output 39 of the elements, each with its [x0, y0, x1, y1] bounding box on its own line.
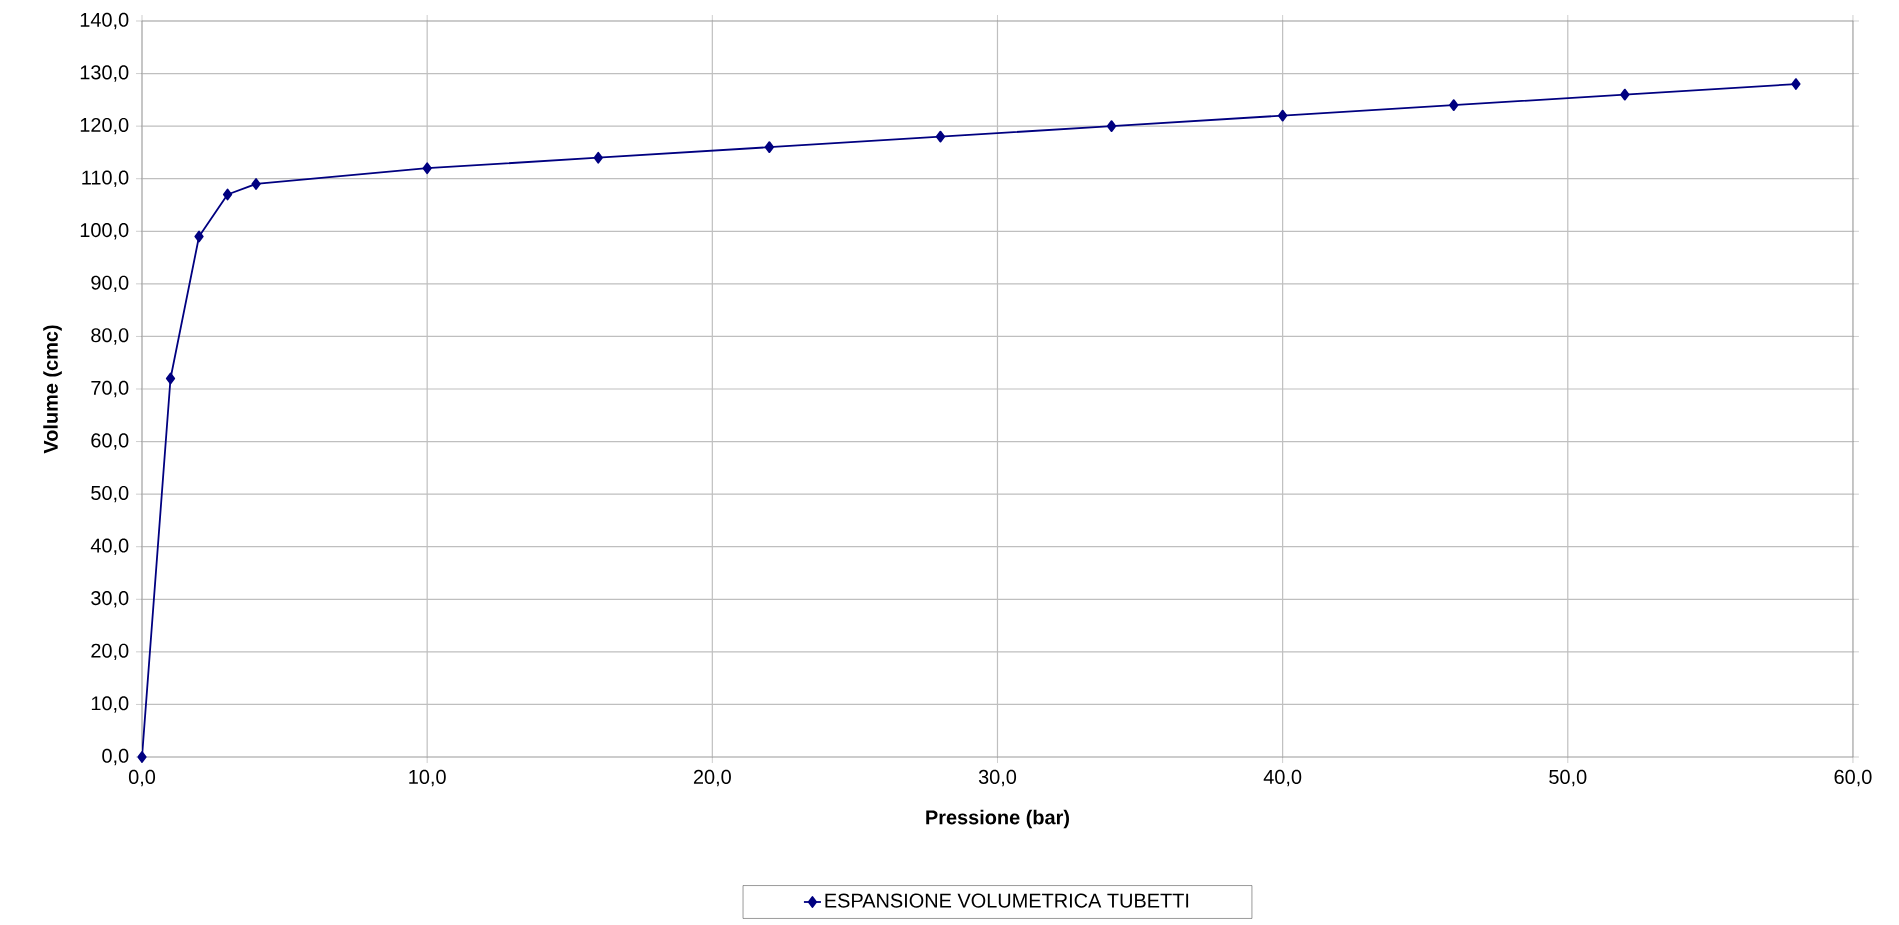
y-tick-label: 50,0 — [91, 485, 129, 503]
x-axis-title: Pressione (bar) — [926, 809, 1069, 829]
point — [422, 162, 432, 175]
point — [1106, 120, 1117, 133]
y-tick-label: 70,0 — [91, 380, 129, 398]
y-tick-label: 90,0 — [91, 275, 129, 293]
x-tick-label: 10,0 — [409, 769, 446, 787]
y-tick-label: 30,0 — [91, 591, 129, 608]
point — [593, 151, 603, 164]
point — [1791, 78, 1801, 90]
y-tick-label: 140,0 — [80, 12, 129, 30]
legend-label: ESPANSIONE VOLUMETRICA TUBETTI — [825, 893, 1189, 908]
point — [251, 178, 261, 190]
y-tick-label: 110,0 — [82, 170, 129, 187]
point — [1277, 109, 1288, 122]
point — [194, 230, 204, 243]
x-tick-label: 50,0 — [1549, 769, 1587, 787]
y-axis-title: Volume (cmc) — [43, 325, 62, 454]
y-tick-label: 130,0 — [80, 65, 129, 82]
y-tick-label: 40,0 — [90, 538, 129, 555]
y-tick-label: 10,0 — [91, 696, 129, 713]
x-tick-label: 20,0 — [693, 769, 731, 787]
point — [764, 141, 774, 154]
y-tick-label: 120,0 — [80, 117, 129, 135]
y-tick-label: 20,0 — [91, 643, 129, 661]
point — [935, 130, 946, 143]
x-tick-label: 40,0 — [1263, 769, 1302, 787]
y-tick-label: 100,0 — [80, 223, 129, 240]
y-tick-label: 60,0 — [91, 433, 129, 450]
point — [222, 188, 233, 201]
x-tick-label: 60,0 — [1834, 769, 1872, 787]
point — [1449, 99, 1459, 112]
x-tick-label: 0,0 — [128, 769, 156, 787]
y-tick-label: 0,0 — [102, 748, 129, 766]
y-tick-label: 80,0 — [91, 328, 129, 345]
point — [165, 372, 176, 385]
point — [137, 751, 147, 763]
x-tick-label: 30,0 — [978, 769, 1017, 787]
point — [1620, 88, 1630, 101]
